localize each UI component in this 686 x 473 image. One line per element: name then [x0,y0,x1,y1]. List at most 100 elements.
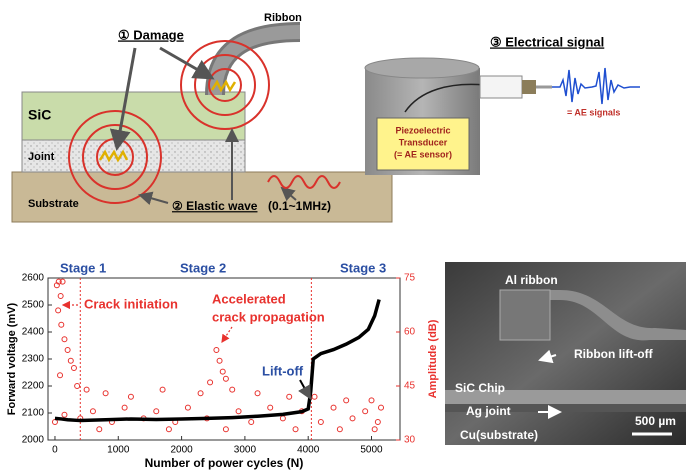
amplitude-point [312,394,317,399]
y-tick-label: 2400 [22,327,45,338]
amplitude-point [90,409,95,414]
y-tick-label: 2000 [22,435,45,446]
amplitude-point [217,358,222,363]
x-tick-label: 3000 [234,445,257,456]
amplitude-point [268,405,273,410]
annotation: Stage 2 [180,260,226,275]
damage-label: ① Damage [118,27,184,42]
amplitude-point [58,373,63,378]
y2-tick-label: 60 [404,327,416,338]
y-tick-label: 2600 [22,273,45,284]
signal-label: ③ Electrical signal [490,34,604,49]
amplitude-point [337,427,342,432]
ae-signals-label: = AE signals [567,107,620,117]
ribbon-label: Ribbon [264,12,302,24]
amplitude-point [236,409,241,414]
amplitude-point [230,387,235,392]
amplitude-point [160,387,165,392]
sem-label: Ag joint [466,404,511,418]
amplitude-point [97,427,102,432]
sem-label: SiC Chip [455,381,505,395]
y-axis-title: Forward voltage (mV) [6,302,18,415]
amplitude-point [208,380,213,385]
amplitude-point [59,322,64,327]
ae-waveform [552,68,640,104]
sensor-label: (= AE sensor) [394,149,452,159]
amplitude-point [293,427,298,432]
y2-tick-label: 30 [404,435,416,446]
annotation: Stage 1 [60,260,106,275]
x-tick-label: 2000 [170,445,193,456]
amplitude-point [154,409,159,414]
amplitude-point [280,416,285,421]
y-tick-label: 2300 [22,354,45,365]
cable-connector [522,80,536,94]
x-tick-label: 4000 [297,445,320,456]
amplitude-point [128,394,133,399]
amplitude-point [372,427,377,432]
amplitude-point [255,391,260,396]
sensor-label: Transducer [399,137,448,147]
amplitude-point [56,308,61,313]
bond-foot [500,290,550,340]
micrograph: Al ribbon Ribbon lift-off SiC Chip Ag jo… [445,262,686,445]
amplitude-point [249,420,254,425]
amplitude-point [214,348,219,353]
amplitude-point [185,405,190,410]
amplitude-point [369,398,374,403]
x-tick-label: 0 [52,445,58,456]
annotation-arrow [222,327,232,342]
x-tick-label: 5000 [360,445,383,456]
annotation: Stage 3 [340,260,386,275]
sem-label: Ribbon lift-off [574,347,654,361]
amplitude-point [58,294,63,299]
cable [480,76,522,98]
sic-block [22,92,245,140]
sem-label: Cu(substrate) [460,428,538,442]
amplitude-point [65,348,70,353]
frequency-label: (0.1~1MHz) [268,199,331,213]
amplitude-point [363,409,368,414]
amplitude-point [122,405,127,410]
figure: Ribbon ① Damage ③ Electrical signal SiC … [0,0,686,473]
substrate-label: Substrate [28,198,79,210]
amplitude-point [75,384,80,389]
amplitude-point [318,420,323,425]
y-tick-label: 2500 [22,300,45,311]
amplitude-point [198,391,203,396]
y-tick-label: 2100 [22,408,45,419]
amplitude-point [223,376,228,381]
annotation: crack propagation [212,309,325,324]
x-axis-title: Number of power cycles (N) [145,456,304,470]
sic-label: SiC [28,107,51,123]
amplitude-point [62,412,67,417]
amplitude-point [375,420,380,425]
amplitude-point [223,427,228,432]
amplitude-point [220,369,225,374]
y-tick-label: 2200 [22,381,45,392]
annotation: Lift-off [262,363,304,378]
amplitude-point [166,427,171,432]
amplitude-point [71,366,76,371]
sem-label: Al ribbon [505,273,558,287]
y2-tick-label: 45 [404,381,416,392]
scale-label: 500 µm [635,414,676,428]
amplitude-point [331,405,336,410]
amplitude-point [103,391,108,396]
annotation: Crack initiation [84,296,178,311]
y2-tick-label: 75 [404,273,416,284]
elastic-wave-label: ② Elastic wave [172,199,258,213]
sensor-label: Piezoelectric [395,125,450,135]
amplitude-point [84,387,89,392]
amplitude-point [379,405,384,410]
diagram: Ribbon ① Damage ③ Electrical signal SiC … [12,12,640,222]
amplitude-point [62,337,67,342]
amplitude-point [68,358,73,363]
y2-axis-title: Amplitude (dB) [427,319,439,398]
joint-label: Joint [28,151,55,163]
annotation-arrow [300,380,310,398]
annotation: Accelerated [212,291,286,306]
amplitude-point [344,398,349,403]
transducer-top [365,58,479,78]
